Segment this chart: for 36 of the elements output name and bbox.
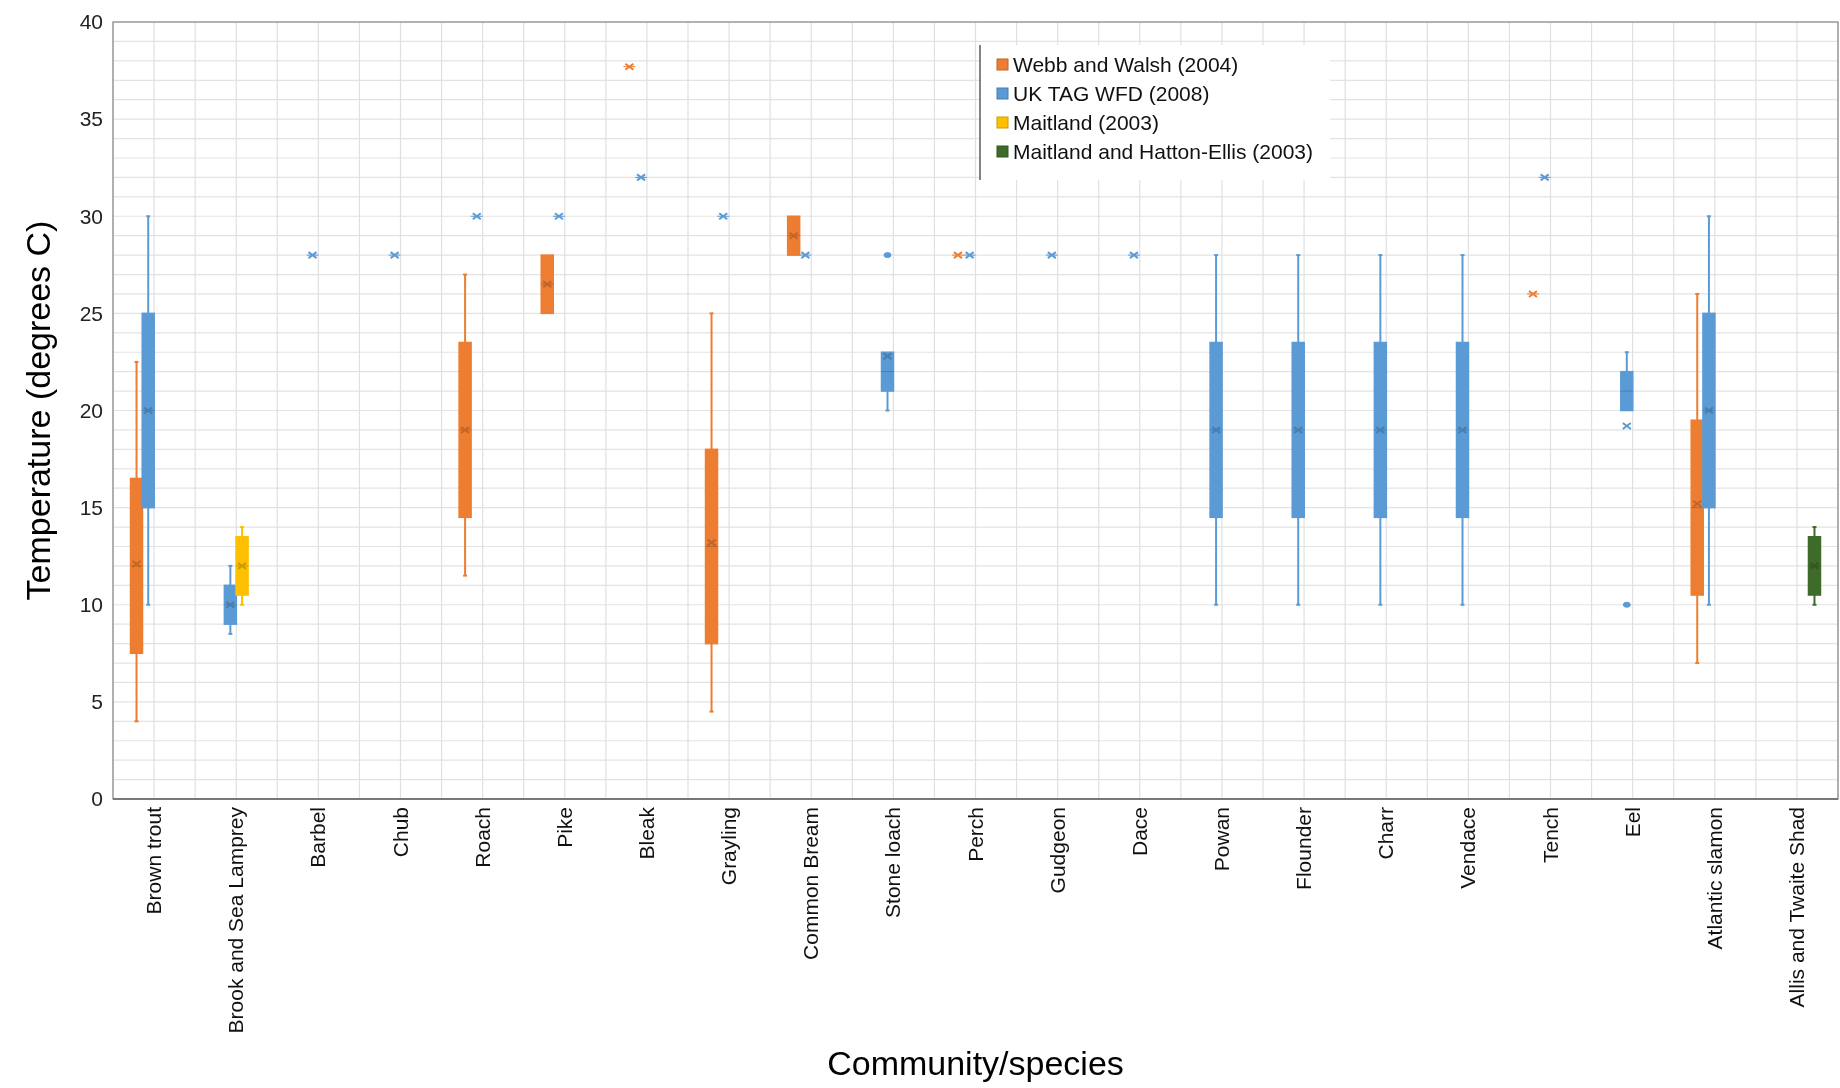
- legend-label: UK TAG WFD (2008): [1013, 82, 1210, 106]
- y-axis-title: Temperature (degrees C): [19, 220, 57, 601]
- x-tick-label: Barbel: [306, 807, 330, 868]
- x-tick-label: Common Bream: [799, 807, 823, 960]
- x-tick-label: Gudgeon: [1045, 807, 1069, 894]
- x-tick-label: Brown trout: [142, 806, 166, 915]
- legend-label: Webb and Walsh (2004): [1013, 53, 1239, 77]
- legend-label: Maitland and Hatton-Ellis (2003): [1013, 140, 1313, 164]
- x-tick-label: Bleak: [634, 806, 658, 860]
- y-tick-label: 30: [79, 204, 103, 228]
- x-tick-label: Eel: [1620, 807, 1644, 838]
- x-tick-label: Charr: [1374, 807, 1398, 860]
- x-tick-label: Brook and Sea Lamprey: [224, 806, 248, 1034]
- y-tick-label: 25: [79, 301, 103, 325]
- x-axis-title: Community/species: [827, 1044, 1124, 1082]
- y-tick-label: 35: [79, 107, 103, 131]
- x-tick-label: Tench: [1538, 807, 1562, 864]
- x-tick-label: Powan: [1209, 807, 1233, 872]
- x-tick-label: Pike: [552, 807, 576, 848]
- x-tick-label: Dace: [1127, 807, 1151, 857]
- x-tick-label: Allis and Twaite Shad: [1784, 807, 1808, 1008]
- x-tick-label: Perch: [963, 807, 987, 862]
- y-tick-label: 15: [79, 495, 103, 519]
- x-tick-label: Vendace: [1456, 807, 1480, 889]
- x-tick-label: Stone loach: [881, 807, 905, 918]
- y-tick-label: 10: [79, 593, 103, 617]
- x-tick-label: Chub: [388, 807, 412, 858]
- x-tick-label: Grayling: [717, 807, 741, 886]
- y-tick-label: 40: [79, 10, 103, 34]
- x-tick-label: Flounder: [1292, 807, 1316, 890]
- x-tick-label: Atlantic slamon: [1702, 807, 1726, 950]
- legend-label: Maitland (2003): [1013, 111, 1159, 135]
- y-tick-label: 5: [91, 690, 103, 714]
- y-tick-label: 20: [79, 398, 103, 422]
- y-tick-label: 0: [91, 787, 103, 811]
- x-tick-label: Roach: [470, 807, 494, 868]
